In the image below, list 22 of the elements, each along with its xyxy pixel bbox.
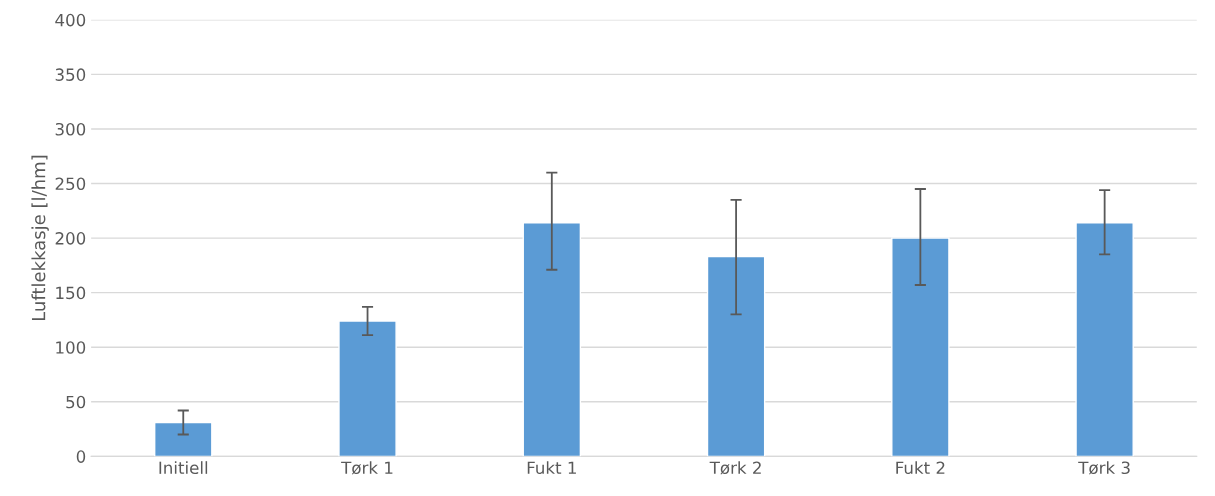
y-tick-label: 100 <box>56 341 86 354</box>
y-tick-label: 300 <box>55 122 86 136</box>
x-tick-label: Tørk 2 <box>709 461 761 475</box>
y-tick-label: 350 <box>55 68 86 81</box>
y-tick-label: 400 <box>55 13 86 27</box>
bar <box>1075 222 1134 457</box>
bar <box>154 421 213 457</box>
bar <box>338 320 397 457</box>
x-tick-label: Initiell <box>159 461 208 475</box>
x-tick-label: Tørk 1 <box>341 461 393 475</box>
bar <box>522 222 582 457</box>
x-tick-label: Fukt 2 <box>896 461 945 475</box>
y-tick-label: 50 <box>66 395 86 409</box>
bar <box>891 237 950 457</box>
y-tick-label: 200 <box>55 232 86 245</box>
bar <box>706 255 766 457</box>
y-tick-label: 250 <box>55 177 86 191</box>
y-tick-label: 150 <box>56 286 86 300</box>
y-axis-title: Luftlekkasje [l/hm] <box>31 155 49 321</box>
y-tick-label: 0 <box>76 450 86 463</box>
x-tick-label: Tørk 3 <box>1078 461 1130 475</box>
x-tick-label: Fukt 1 <box>527 461 576 475</box>
